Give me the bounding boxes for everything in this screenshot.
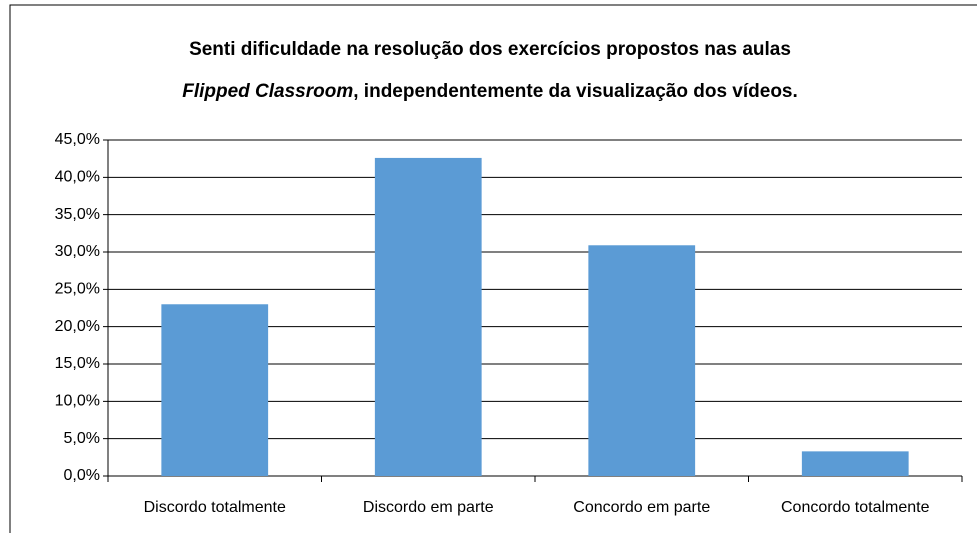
y-tick-label: 40,0% (55, 169, 100, 186)
x-tick-label: Discordo totalmente (144, 499, 286, 516)
title-rest: , independentemente da visualização dos … (353, 81, 798, 102)
x-tick-label: Concordo em parte (573, 499, 710, 516)
y-tick-label: 20,0% (55, 318, 100, 335)
bar (374, 157, 482, 477)
bar (801, 451, 909, 476)
title-italic: Flipped Classroom (182, 81, 353, 102)
chart-title: Flipped Classroom, independentemente da … (182, 81, 798, 102)
y-tick-label: 0,0% (64, 467, 100, 484)
bar (588, 245, 696, 476)
x-tick-label: Discordo em parte (363, 499, 494, 516)
chart-title: Senti dificuldade na resolução dos exerc… (189, 39, 791, 60)
y-tick-label: 15,0% (55, 355, 100, 372)
y-tick-label: 45,0% (55, 131, 100, 148)
bar (161, 304, 269, 476)
y-tick-label: 10,0% (55, 393, 100, 410)
chart-border (9, 4, 977, 533)
y-tick-label: 25,0% (55, 281, 100, 298)
y-tick-label: 5,0% (64, 430, 100, 447)
y-tick-label: 30,0% (55, 243, 100, 260)
y-tick-label: 35,0% (55, 206, 100, 223)
x-tick-label: Concordo totalmente (781, 499, 930, 516)
